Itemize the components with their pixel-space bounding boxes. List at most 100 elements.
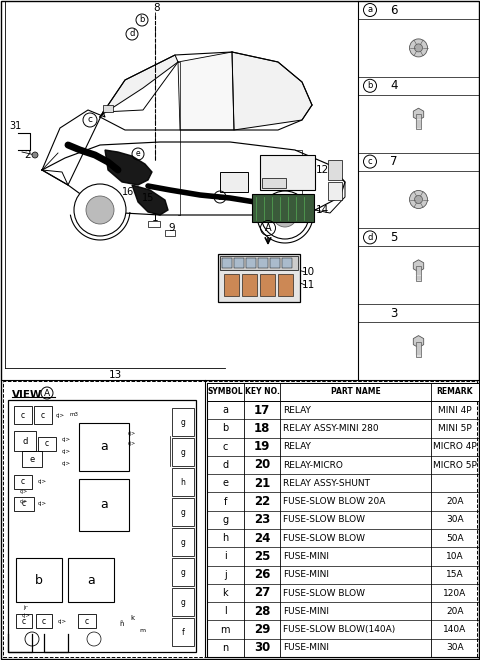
Text: ñ: ñ — [120, 621, 124, 627]
Text: 15A: 15A — [446, 570, 464, 579]
Text: cj>: cj> — [61, 449, 71, 453]
Text: c: c — [223, 442, 228, 451]
Bar — [165, 230, 175, 236]
Text: 29: 29 — [254, 623, 270, 636]
Text: d: d — [129, 30, 135, 38]
Text: c: c — [41, 411, 45, 420]
Text: 8: 8 — [154, 3, 160, 13]
Text: a: a — [100, 498, 108, 512]
Text: l: l — [224, 607, 227, 616]
Bar — [22, 451, 42, 467]
Text: cj>: cj> — [20, 498, 28, 504]
Text: h: h — [180, 478, 185, 486]
Bar — [224, 274, 239, 296]
Bar — [246, 258, 256, 268]
Text: c: c — [21, 477, 25, 486]
Text: a: a — [100, 440, 108, 453]
Bar — [270, 258, 280, 268]
Polygon shape — [232, 52, 312, 130]
Text: A: A — [264, 223, 271, 233]
Text: VIEW: VIEW — [12, 390, 43, 400]
Text: RELAY ASSY-SHUNT: RELAY ASSY-SHUNT — [283, 478, 370, 488]
Bar — [14, 406, 32, 424]
Text: MINI 4P: MINI 4P — [438, 406, 472, 414]
Text: 18: 18 — [254, 422, 270, 435]
Text: 7: 7 — [390, 155, 398, 168]
Text: FUSE-SLOW BLOW: FUSE-SLOW BLOW — [283, 589, 365, 597]
Text: 20: 20 — [254, 459, 270, 471]
Bar — [16, 558, 62, 602]
Text: d: d — [222, 460, 228, 470]
Text: c: c — [42, 616, 46, 626]
Text: cj>: cj> — [61, 436, 71, 442]
Text: cj>: cj> — [61, 461, 71, 465]
Text: 9: 9 — [168, 223, 175, 233]
Bar — [16, 614, 32, 628]
Bar — [222, 258, 232, 268]
Circle shape — [409, 191, 428, 209]
Text: RELAY: RELAY — [283, 442, 311, 451]
Text: k: k — [223, 588, 228, 598]
Polygon shape — [132, 185, 168, 215]
Text: g: g — [180, 418, 185, 427]
Bar — [36, 614, 52, 628]
Text: FUSE-SLOW BLOW(140A): FUSE-SLOW BLOW(140A) — [283, 625, 396, 634]
Text: 16: 16 — [122, 187, 134, 197]
Text: 30A: 30A — [446, 644, 464, 652]
Text: g: g — [180, 598, 185, 607]
Bar — [172, 618, 194, 646]
Text: g: g — [180, 447, 185, 457]
Text: 13: 13 — [108, 370, 121, 380]
Text: b: b — [35, 574, 43, 587]
Text: 20A: 20A — [446, 607, 464, 616]
Text: c: c — [22, 616, 26, 626]
Text: cj>: cj> — [22, 614, 30, 618]
Text: m: m — [139, 628, 145, 632]
Bar — [172, 589, 194, 616]
Bar — [78, 614, 96, 628]
Circle shape — [261, 191, 309, 239]
Text: i: i — [224, 551, 227, 562]
Text: b: b — [222, 424, 228, 434]
Text: FUSE-SLOW BLOW 20A: FUSE-SLOW BLOW 20A — [283, 497, 385, 506]
Bar — [260, 274, 275, 296]
Text: 24: 24 — [254, 532, 270, 544]
Text: d: d — [22, 436, 28, 446]
Bar — [14, 475, 32, 489]
Text: PART NAME: PART NAME — [331, 387, 381, 397]
Bar — [278, 274, 293, 296]
Text: REMARK: REMARK — [437, 387, 473, 397]
Bar — [328, 182, 342, 200]
Text: 21: 21 — [254, 477, 270, 490]
Text: 17: 17 — [254, 404, 270, 416]
Text: A: A — [44, 389, 50, 397]
Bar — [328, 160, 342, 180]
Text: 26: 26 — [254, 568, 270, 581]
Text: FUSE-SLOW BLOW: FUSE-SLOW BLOW — [283, 515, 365, 524]
Text: MINI 5P: MINI 5P — [438, 424, 472, 433]
Text: j: j — [224, 570, 227, 579]
Bar — [260, 155, 315, 190]
Text: SYMBOL: SYMBOL — [207, 387, 243, 397]
Text: b: b — [367, 81, 372, 90]
Text: a: a — [222, 405, 228, 415]
Text: FUSE-MINI: FUSE-MINI — [283, 552, 329, 561]
Text: cj>: cj> — [37, 480, 47, 484]
Polygon shape — [413, 260, 424, 272]
Text: 50A: 50A — [446, 534, 464, 543]
Text: n: n — [222, 643, 228, 653]
Text: e: e — [29, 455, 35, 463]
Text: FUSE-MINI: FUSE-MINI — [283, 607, 329, 616]
Text: 6: 6 — [390, 3, 398, 16]
Bar — [416, 342, 421, 356]
Polygon shape — [105, 150, 152, 185]
Text: 31: 31 — [9, 121, 21, 131]
Text: MICRO 5P: MICRO 5P — [433, 461, 477, 469]
Bar — [172, 558, 194, 586]
Bar — [14, 431, 36, 451]
Text: c: c — [22, 500, 26, 508]
Bar — [79, 423, 129, 471]
Text: k: k — [130, 615, 134, 621]
Text: jı¹: jı¹ — [24, 605, 28, 610]
Text: 5: 5 — [390, 231, 398, 244]
